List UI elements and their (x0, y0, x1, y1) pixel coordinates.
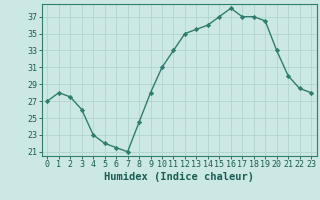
X-axis label: Humidex (Indice chaleur): Humidex (Indice chaleur) (104, 172, 254, 182)
